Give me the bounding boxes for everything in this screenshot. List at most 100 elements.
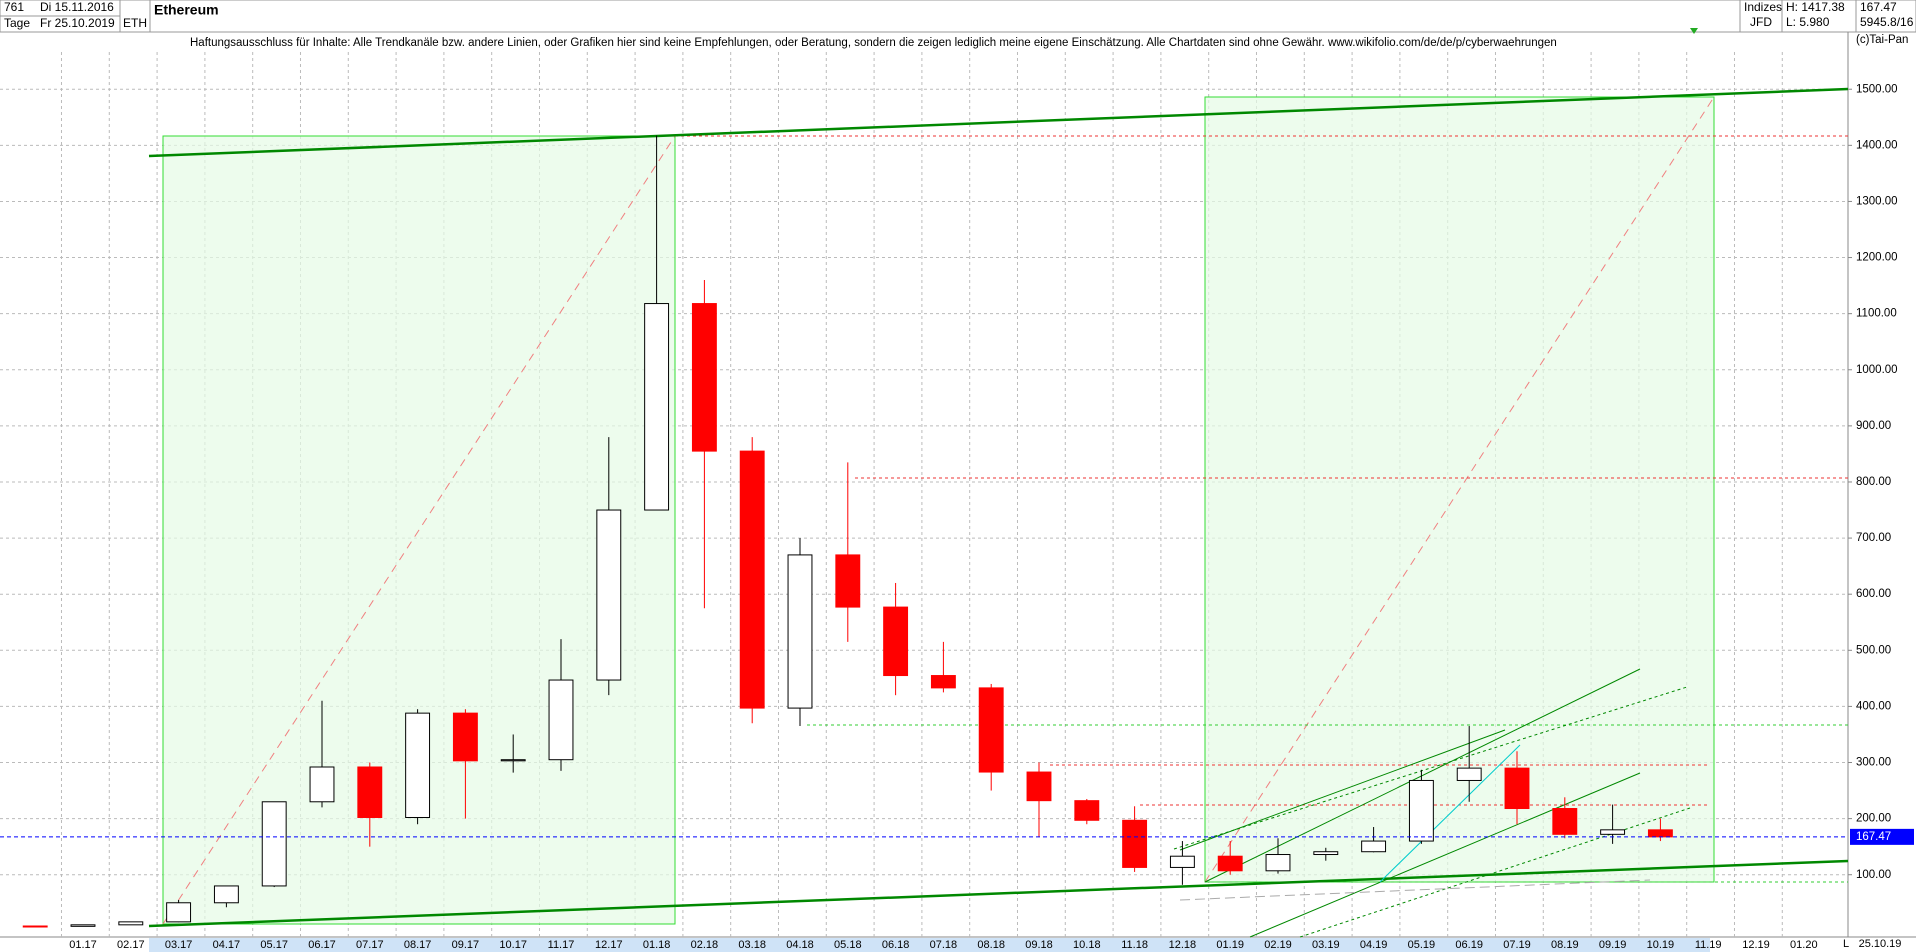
diagonal: [1204, 96, 1715, 883]
x-tick-label: 08.18: [977, 939, 1005, 951]
x-tick-label: 04.18: [786, 939, 814, 951]
copyright: (c)Tai-Pan: [1856, 34, 1908, 46]
date-from[interactable]: Di 15.11.2016: [40, 0, 114, 14]
y-tick-label: 1000.00: [1856, 364, 1898, 376]
y-tick-label: 1400.00: [1856, 139, 1898, 151]
y-tick-label: 700.00: [1856, 532, 1891, 544]
candle-body: [596, 509, 622, 681]
x-tick-label: 02.17: [117, 939, 145, 951]
last-price-label: 167.47: [1856, 831, 1891, 843]
last-price-info: 167.47: [1860, 0, 1897, 14]
x-tick-label: 12.17: [595, 939, 623, 951]
candle-body: [213, 885, 239, 904]
candle-body: [548, 679, 574, 761]
mark-layer: [0, 135, 1848, 928]
candle-body: [1647, 829, 1673, 838]
x-tick-label: 12.18: [1169, 939, 1197, 951]
symbol: ETH: [123, 16, 147, 30]
x-tick-label: 03.17: [165, 939, 193, 951]
y-tick-label: 600.00: [1856, 588, 1891, 600]
x-tick-label: 01.18: [643, 939, 671, 951]
candle-body: [787, 554, 813, 709]
y-tick-label: 300.00: [1856, 757, 1891, 769]
x-tick-label: 01.20: [1790, 939, 1818, 951]
candle-body: [978, 687, 1004, 773]
bar-count[interactable]: 761: [4, 0, 24, 14]
channel-line: [1179, 729, 1506, 851]
y-tick-label: 500.00: [1856, 644, 1891, 656]
candle-body: [1361, 840, 1387, 853]
candle-body: [309, 766, 335, 803]
channel-line: [1379, 744, 1521, 883]
y-tick-label: 800.00: [1856, 476, 1891, 488]
disclaimer: Haftungsausschluss für Inhalte: Alle Tre…: [190, 37, 1557, 49]
trend-line: [148, 859, 1849, 928]
x-tick-label: 10.17: [499, 939, 527, 951]
candle-body: [1408, 779, 1434, 842]
x-tick-label: 03.18: [738, 939, 766, 951]
x-tick-label: 08.17: [404, 939, 432, 951]
scale-mode[interactable]: L: [1843, 938, 1849, 950]
x-tick-label: 10.19: [1647, 939, 1675, 951]
candle-body: [70, 924, 96, 927]
x-tick-label: 03.19: [1312, 939, 1340, 951]
x-tick-label: 09.19: [1599, 939, 1627, 951]
x-range-highlight: [149, 938, 1710, 952]
candle-body: [500, 759, 526, 762]
x-tick-label: 05.17: [260, 939, 288, 951]
candle-body: [691, 303, 717, 452]
candle-body: [739, 450, 765, 709]
candle-body: [883, 606, 909, 677]
candle-body: [452, 712, 478, 762]
candle-body: [1169, 855, 1195, 868]
candle-body: [357, 766, 383, 818]
candle-body: [1122, 819, 1148, 868]
candle-body: [1265, 854, 1291, 872]
y-tick-label: 900.00: [1856, 420, 1891, 432]
y-tick-label: 200.00: [1856, 813, 1891, 825]
candle-body: [1217, 855, 1243, 872]
chart-title: Ethereum: [154, 2, 219, 18]
x-tick-label: 10.18: [1073, 939, 1101, 951]
x-tick-label: 11.17: [548, 939, 575, 951]
y-tick-label: 400.00: [1856, 700, 1891, 712]
x-tick-label: 05.18: [834, 939, 862, 951]
date-to[interactable]: Fr 25.10.2019: [40, 16, 115, 30]
x-tick-label: 02.18: [691, 939, 719, 951]
x-tick-label: 07.17: [356, 939, 384, 951]
helper-line: [1179, 879, 1651, 901]
candle-body: [1313, 851, 1339, 856]
high-info: H: 1417.38: [1786, 0, 1845, 14]
candle-body: [1504, 767, 1530, 810]
candle-body: [835, 554, 861, 608]
candle-body: [1600, 829, 1626, 835]
candle-body: [1026, 771, 1052, 802]
x-tick-label: 01.19: [1216, 939, 1244, 951]
candle-body: [118, 921, 144, 926]
x-tick-label: 09.18: [1025, 939, 1053, 951]
x-tick-label: 04.19: [1360, 939, 1388, 951]
x-tick-label: 06.18: [882, 939, 910, 951]
candle-body: [644, 303, 670, 511]
diagonal: [162, 135, 676, 925]
source: JFD: [1750, 15, 1772, 29]
group: Indizes: [1744, 0, 1782, 14]
candle-body: [166, 902, 192, 923]
x-tick-label: 02.19: [1264, 939, 1292, 951]
x-tick-label: 06.19: [1455, 939, 1483, 951]
candle-body: [1456, 767, 1482, 781]
last-price-box: [1850, 828, 1914, 845]
x-tick-label: 04.17: [213, 939, 241, 951]
y-tick-label: 1500.00: [1856, 83, 1898, 95]
header-bar: [0, 0, 1916, 33]
y-tick-label: 100.00: [1856, 869, 1891, 881]
period[interactable]: Tage: [4, 16, 30, 30]
candle-body: [1552, 808, 1578, 835]
x-tick-label: 08.19: [1551, 939, 1579, 951]
candle-body: [261, 801, 287, 887]
x-tick-label: 07.19: [1503, 939, 1531, 951]
candle-body: [22, 925, 48, 928]
extra-info: 5945.8/16: [1860, 15, 1914, 29]
y-tick-label: 1200.00: [1856, 252, 1898, 264]
